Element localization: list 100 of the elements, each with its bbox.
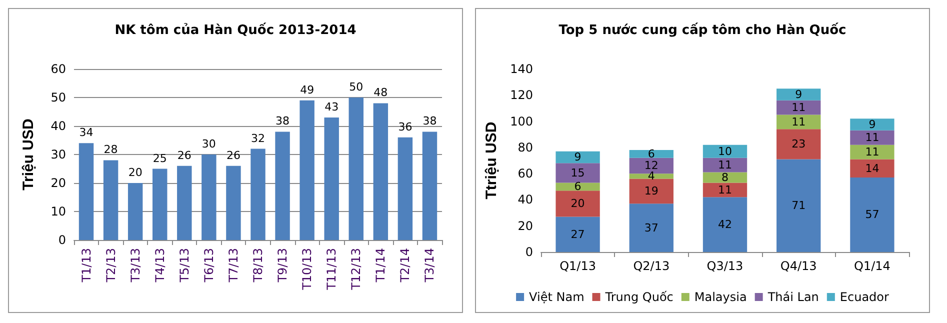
x-tick-label: T4/13 bbox=[152, 248, 167, 284]
bar bbox=[776, 88, 821, 100]
data-label: 38 bbox=[422, 114, 437, 128]
data-label: 11 bbox=[718, 158, 732, 172]
bar bbox=[776, 114, 821, 130]
bar bbox=[776, 100, 821, 115]
x-tick-label: Q3/13 bbox=[706, 259, 744, 273]
bar bbox=[629, 150, 674, 158]
x-tick-label: T3/14 bbox=[422, 248, 437, 284]
bar bbox=[348, 98, 364, 240]
x-tick-label: T1/13 bbox=[79, 248, 94, 284]
bar bbox=[275, 132, 290, 240]
data-label: 26 bbox=[226, 148, 240, 162]
data-label: 15 bbox=[570, 166, 585, 180]
bar bbox=[556, 190, 600, 217]
y-tick-label: 40 bbox=[50, 119, 66, 133]
data-label: 30 bbox=[202, 138, 216, 150]
data-label: 11 bbox=[718, 183, 732, 196]
x-tick-label: Q4/13 bbox=[780, 259, 817, 273]
data-label: 9 bbox=[574, 150, 582, 164]
y-tick-label: 50 bbox=[50, 90, 66, 104]
y-tick-label: 30 bbox=[50, 148, 66, 162]
y-tick-label: 120 bbox=[510, 88, 533, 102]
chart-title: Top 5 nước cung cấp tôm cho Hàn Quốc bbox=[558, 22, 846, 38]
bar bbox=[702, 158, 748, 172]
legend-label: Việt Nam bbox=[529, 290, 584, 304]
bar bbox=[702, 197, 748, 252]
bar bbox=[556, 151, 600, 164]
bar bbox=[398, 137, 413, 240]
data-label: 32 bbox=[251, 132, 265, 145]
data-label: 37 bbox=[644, 221, 658, 234]
x-tick-label: T9/13 bbox=[276, 248, 290, 284]
x-tick-label: T3/13 bbox=[128, 248, 142, 284]
data-label: 19 bbox=[644, 184, 658, 198]
y-tick-label: 140 bbox=[510, 62, 533, 76]
bar bbox=[250, 148, 266, 240]
data-label: 38 bbox=[276, 114, 290, 128]
data-label: 14 bbox=[865, 162, 880, 175]
x-tick-label: T11/13 bbox=[324, 248, 339, 291]
data-label: 50 bbox=[349, 80, 364, 94]
y-axis-title: Triệu USD bbox=[20, 118, 37, 190]
bar bbox=[556, 182, 600, 191]
legend-label: Trung Quốc bbox=[604, 290, 674, 304]
x-tick-label: T10/13 bbox=[300, 248, 314, 291]
y-tick-label: 20 bbox=[518, 218, 533, 233]
data-label: 11 bbox=[865, 146, 880, 159]
y-tick-label: 10 bbox=[50, 204, 66, 218]
data-label: 11 bbox=[792, 115, 806, 128]
data-label: 34 bbox=[79, 126, 94, 140]
bar bbox=[300, 100, 314, 240]
chart-title: NK tôm của Hàn Quốc 2013-2014 bbox=[114, 22, 356, 38]
data-label: 57 bbox=[865, 208, 880, 222]
bar bbox=[629, 178, 674, 204]
data-label: 9 bbox=[795, 88, 802, 101]
data-label: 42 bbox=[718, 218, 732, 232]
x-tick-label: T7/13 bbox=[226, 248, 240, 284]
y-tick-label: 60 bbox=[50, 62, 66, 76]
bar bbox=[373, 103, 388, 240]
bar bbox=[103, 160, 118, 240]
bar bbox=[629, 174, 674, 179]
data-label: 43 bbox=[324, 100, 339, 114]
bar bbox=[177, 166, 192, 240]
bar bbox=[850, 130, 894, 145]
y-tick-label: 20 bbox=[50, 176, 66, 190]
data-label: 20 bbox=[128, 166, 142, 179]
bar bbox=[850, 159, 894, 178]
data-label: 25 bbox=[152, 152, 167, 165]
data-label: 9 bbox=[868, 118, 876, 132]
data-label: 11 bbox=[792, 101, 806, 114]
legend-label: Ecuador bbox=[840, 290, 890, 304]
bar bbox=[776, 129, 821, 160]
x-tick-label: Q1/14 bbox=[854, 259, 890, 273]
y-tick-label: 40 bbox=[518, 192, 533, 207]
x-tick-label: T12/13 bbox=[349, 248, 364, 291]
bar bbox=[850, 177, 894, 252]
data-label: 23 bbox=[792, 138, 806, 151]
x-tick-label: T6/13 bbox=[202, 248, 216, 284]
data-label: 6 bbox=[574, 180, 582, 194]
data-label: 48 bbox=[374, 86, 388, 100]
data-label: 12 bbox=[644, 159, 658, 172]
bar bbox=[324, 117, 339, 240]
bar bbox=[152, 168, 168, 240]
bar bbox=[629, 204, 674, 252]
legend-label: Thái Lan bbox=[766, 290, 819, 304]
bar bbox=[128, 183, 143, 240]
y-tick-label: 60 bbox=[518, 166, 533, 181]
y-axis-title: Ttriệu USD bbox=[483, 122, 500, 200]
x-tick-label: T5/13 bbox=[177, 248, 192, 284]
x-tick-label: T1/14 bbox=[374, 248, 388, 284]
data-label: 10 bbox=[718, 144, 732, 158]
bar bbox=[422, 132, 438, 240]
x-tick-label: T2/14 bbox=[398, 248, 412, 284]
y-tick-label: 80 bbox=[518, 140, 533, 154]
data-label: 20 bbox=[570, 197, 585, 210]
bar bbox=[202, 154, 216, 240]
x-tick-label: Q1/13 bbox=[560, 259, 596, 273]
bar bbox=[702, 144, 748, 158]
data-label: 71 bbox=[792, 199, 806, 212]
y-tick-label: 0 bbox=[525, 245, 533, 259]
y-tick-label: 0 bbox=[58, 233, 66, 247]
